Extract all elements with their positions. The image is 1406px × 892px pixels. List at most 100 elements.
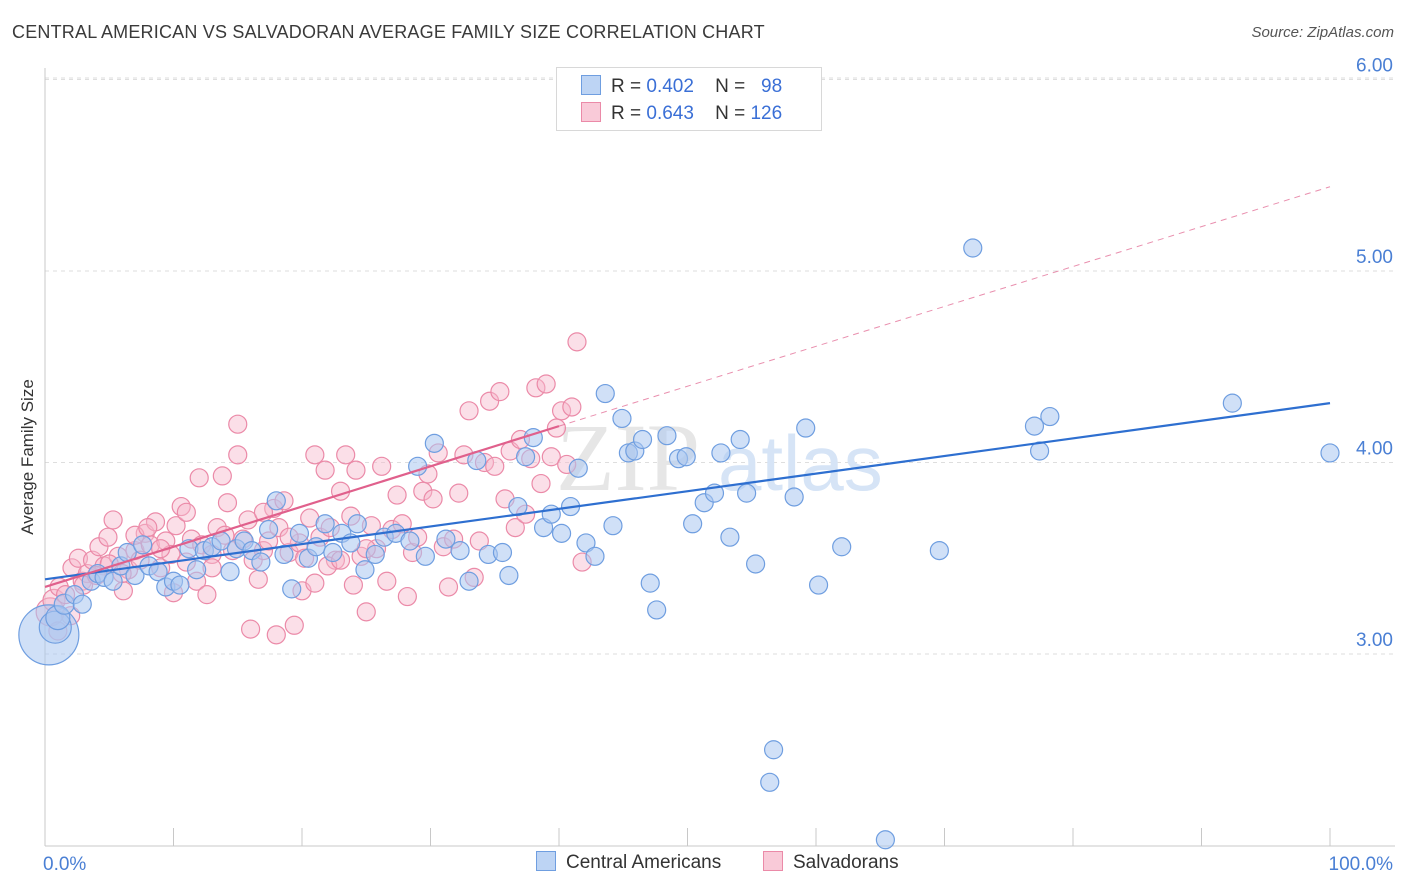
salvadoran-point xyxy=(459,401,479,421)
central-american-point xyxy=(355,560,375,580)
stats-legend: R = 0.402 N = 98 R = 0.643 N = 126 xyxy=(556,67,822,131)
salvadoran-point xyxy=(480,391,500,411)
central-american-point xyxy=(347,514,367,534)
central-american-point xyxy=(436,529,456,549)
trend-lines xyxy=(44,186,1331,589)
salvadoran-point xyxy=(567,332,587,352)
legend-swatch-pink xyxy=(581,102,601,122)
salvadoran-point xyxy=(356,602,376,622)
legend-item-salvadorans: Salvadorans xyxy=(763,851,899,874)
salvadoran-point xyxy=(217,493,238,513)
central-american-point xyxy=(585,546,605,566)
central-american-point xyxy=(657,426,677,446)
legend-r-value: 0.643 xyxy=(646,103,694,124)
salvadorans-points xyxy=(35,332,592,645)
legend-row-salvadorans: R = 0.643 N = 126 xyxy=(581,102,782,126)
central-american-point xyxy=(72,594,92,614)
salvadoran-point xyxy=(305,445,325,465)
central-american-point xyxy=(266,491,286,511)
central-american-point xyxy=(400,531,420,551)
central-american-point xyxy=(515,447,536,467)
central-american-point xyxy=(676,447,696,467)
central-american-point xyxy=(640,573,660,593)
salvadoran-point xyxy=(423,489,443,509)
central-american-point xyxy=(737,483,757,503)
central-american-point xyxy=(315,514,335,534)
salvadoran-point xyxy=(68,548,89,568)
salvadoran-point xyxy=(241,619,261,639)
legend-r-label: R = xyxy=(611,103,642,124)
salvadoran-point xyxy=(490,382,510,402)
y-tick-label: 6.00 xyxy=(1356,56,1393,77)
central-american-point xyxy=(323,542,343,563)
salvadoran-point xyxy=(228,414,248,434)
salvadoran-point xyxy=(346,460,366,480)
y-axis-label: Average Family Size xyxy=(18,379,37,535)
legend-n-value: 98 xyxy=(761,76,783,97)
central-american-point xyxy=(595,383,615,404)
source-label: Source: ZipAtlas.com xyxy=(1251,24,1394,41)
x-tick-labels: 0.0% 100.0% xyxy=(43,854,1393,875)
central-american-point xyxy=(760,772,780,792)
central-american-point xyxy=(808,575,829,595)
central-american-point xyxy=(568,458,588,478)
central-american-point xyxy=(963,238,983,258)
legend-r-label: R = xyxy=(611,76,642,97)
central-american-point xyxy=(103,571,123,591)
salvadoran-point xyxy=(438,577,459,597)
central-american-point xyxy=(424,433,444,453)
central-american-point xyxy=(875,830,895,850)
salvadoran-point xyxy=(343,575,363,595)
y-tick-label: 5.00 xyxy=(1356,247,1393,268)
salvadoran-point xyxy=(562,397,582,417)
central-american-point xyxy=(289,523,310,543)
central-american-point xyxy=(832,537,852,557)
central-americans-points xyxy=(18,238,1340,850)
salvadoran-point xyxy=(315,460,335,480)
central-american-point xyxy=(187,560,207,580)
central-americans-trend xyxy=(44,402,1331,581)
central-american-point xyxy=(148,562,168,582)
legend-n-label: N = xyxy=(715,76,746,97)
salvadoran-point xyxy=(397,586,417,607)
central-american-point xyxy=(632,429,653,450)
salvadoran-point xyxy=(305,573,325,593)
central-american-point xyxy=(730,429,750,450)
salvadoran-point xyxy=(176,502,196,522)
chart-title: CENTRAL AMERICAN VS SALVADORAN AVERAGE F… xyxy=(12,22,765,42)
salvadoran-point xyxy=(145,512,166,532)
salvadoran-point xyxy=(197,585,217,605)
salvadoran-point xyxy=(166,516,186,536)
central-american-point xyxy=(763,740,784,760)
legend-swatch-blue xyxy=(536,851,556,871)
salvadoran-point xyxy=(536,374,556,394)
legend-label: Central Americans xyxy=(566,852,722,873)
central-american-point xyxy=(258,519,279,540)
central-american-point xyxy=(365,544,385,565)
salvadoran-point xyxy=(212,466,232,486)
salvadoran-point xyxy=(103,510,123,530)
legend-item-central-americans: Central Americans xyxy=(536,851,721,874)
central-american-point xyxy=(746,554,766,574)
axes xyxy=(44,68,1395,847)
y-tick-labels: 3.00 4.00 5.00 6.00 xyxy=(1356,56,1393,652)
central-american-point xyxy=(1222,393,1242,413)
salvadoran-point xyxy=(469,531,489,551)
salvadoran-point xyxy=(541,447,561,467)
salvadoran-point xyxy=(138,518,158,538)
salvadoran-point xyxy=(284,615,304,635)
central-american-point xyxy=(1040,406,1060,427)
central-american-point xyxy=(220,562,240,582)
y-tick-label: 3.00 xyxy=(1356,630,1393,651)
central-american-point xyxy=(1024,416,1045,436)
salvadoran-point xyxy=(189,468,209,488)
central-american-point xyxy=(133,535,153,555)
salvadorans-trend-extension xyxy=(558,186,1331,427)
central-american-point xyxy=(1320,443,1340,463)
central-american-point xyxy=(683,514,703,534)
salvadoran-point xyxy=(266,625,286,645)
salvadoran-point xyxy=(526,378,546,398)
central-american-point xyxy=(492,542,513,563)
central-american-point xyxy=(612,408,632,429)
